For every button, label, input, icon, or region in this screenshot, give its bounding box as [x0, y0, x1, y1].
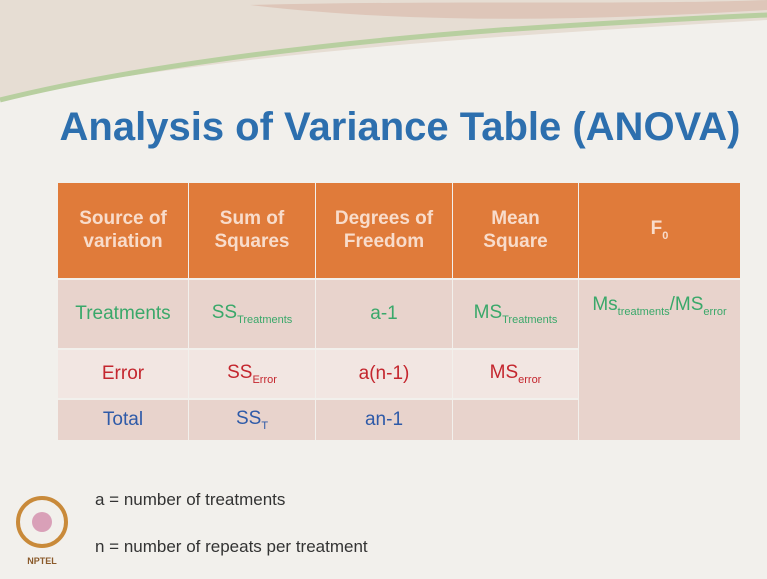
note: n = number of repeats per treatment	[95, 537, 368, 557]
table-cell: an-1	[316, 400, 452, 440]
note: a = number of treatments	[95, 490, 285, 510]
cell-text: F0	[651, 218, 669, 243]
cell-text: Mean Square	[459, 208, 572, 254]
table-cell: MSerror	[453, 350, 578, 398]
subscript: treatments	[618, 306, 670, 318]
subscript: T	[261, 419, 268, 431]
cell-text: Error	[102, 363, 144, 386]
subscript: Treatments	[502, 313, 557, 325]
decoration	[0, 0, 767, 120]
logo: NPTEL	[12, 492, 72, 572]
slide: Analysis of Variance Table (ANOVA) Sourc…	[0, 0, 767, 579]
cell-text: Degrees of Freedom	[322, 208, 446, 254]
cell-text: Source of variation	[64, 208, 182, 254]
table-cell: Total	[58, 400, 188, 440]
table-cell: Mstreatments/MSerror	[579, 280, 740, 440]
cell-text: SSTreatments	[212, 302, 293, 327]
cell-text: Total	[103, 409, 143, 432]
subscript: Treatments	[237, 313, 292, 325]
title: Analysis of Variance Table (ANOVA)	[40, 105, 760, 150]
cell-text: a(n-1)	[359, 363, 410, 386]
table-cell: SSError	[189, 350, 315, 398]
header-cell: F0	[579, 183, 740, 278]
table-cell: Error	[58, 350, 188, 398]
subscript: Error	[252, 373, 276, 385]
table-cell	[453, 400, 578, 440]
header-cell: Mean Square	[453, 183, 578, 278]
cell-text: a-1	[370, 303, 397, 326]
table-cell: Treatments	[58, 280, 188, 348]
header-cell: Degrees of Freedom	[316, 183, 452, 278]
cell-text: MSTreatments	[474, 302, 558, 327]
table-cell: a-1	[316, 280, 452, 348]
table-cell: MSTreatments	[453, 280, 578, 348]
subscript: error	[518, 373, 541, 385]
subscript: error	[703, 306, 726, 318]
table-cell: SST	[189, 400, 315, 440]
logo-text: NPTEL	[27, 556, 57, 566]
cell-text: Sum of Squares	[195, 208, 309, 254]
cell-text: an-1	[365, 409, 403, 432]
table-cell: a(n-1)	[316, 350, 452, 398]
subscript: 0	[662, 230, 668, 242]
header-cell: Source of variation	[58, 183, 188, 278]
table-cell: SSTreatments	[189, 280, 315, 348]
cell-text: Mstreatments	[592, 294, 669, 319]
cell-text: SSError	[227, 362, 277, 387]
cell-text: SST	[236, 408, 268, 433]
cell-text: Treatments	[75, 303, 170, 326]
cell-text: MSerror	[675, 294, 727, 319]
header-cell: Sum of Squares	[189, 183, 315, 278]
cell-text: MSerror	[490, 362, 542, 387]
